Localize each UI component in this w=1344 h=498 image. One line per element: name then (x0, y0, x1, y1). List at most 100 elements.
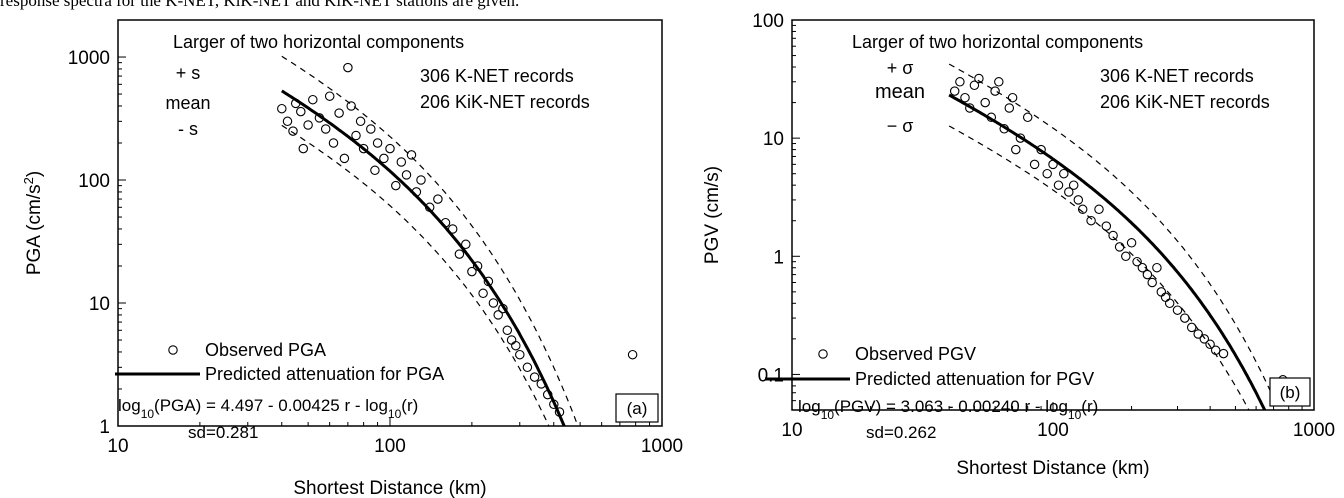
equation-text: log10(PGA) = 4.497 - 0.00425 r - log10(r… (118, 396, 418, 421)
component-note: Larger of two horizontal components (173, 32, 464, 52)
observed-point (506, 335, 517, 345)
observed-point (986, 112, 997, 123)
mean-curve-label: mean (875, 81, 925, 103)
observed-point (542, 389, 553, 400)
observed-point (1147, 277, 1157, 288)
panel-label: (a) (627, 399, 648, 418)
records-count: 306 K-NET records (1100, 66, 1254, 86)
x-tick-label: 1000 (641, 436, 683, 457)
observed-point (416, 175, 426, 185)
x-tick-label: 10 (107, 436, 128, 457)
observed-point (282, 116, 293, 127)
observed-point (1015, 133, 1026, 143)
observed-point (478, 288, 488, 299)
observed-point (1114, 242, 1125, 252)
observed-point (433, 194, 443, 204)
observed-point (483, 276, 494, 287)
observed-point (472, 261, 483, 271)
observed-point (467, 266, 477, 277)
x-tick-label: 100 (1037, 420, 1069, 441)
observed-point (990, 86, 1000, 96)
observed-point (1121, 251, 1131, 262)
panel-label-box (1269, 377, 1311, 407)
header-text: response spectra for the K-NET, KiK-NET … (0, 0, 520, 10)
legend-observed-label: Observed PGV (855, 344, 976, 364)
observed-point (949, 86, 960, 96)
observed-point (440, 217, 451, 228)
mean-curve (948, 93, 1267, 410)
observed-point (1022, 112, 1033, 123)
y-tick-label: 1000 (68, 48, 110, 69)
x-tick-label: 100 (374, 436, 406, 457)
equation-text: log10(PGV) = 3.063 - 0.00240 r - log10(r… (798, 397, 1098, 422)
observed-point (502, 325, 513, 336)
chart-panel-b: 10 100 1000 0.1 1 10 100 Shortest Distance (km)… (702, 11, 1335, 479)
plus-sigma-curve (948, 63, 1278, 406)
sd-text: sd=0.281 (188, 423, 258, 442)
observed-point (1152, 262, 1162, 273)
y-axis-title: PGV (cm/s) (702, 166, 723, 264)
observed-point (1073, 195, 1084, 205)
plus-sigma-curve (281, 55, 579, 426)
observed-point (1164, 298, 1175, 309)
observed-point (328, 138, 339, 148)
observed-point (454, 249, 465, 259)
observed-point (999, 124, 1009, 134)
legend-predicted-label: Predicted attenuation for PGA (205, 364, 444, 384)
y-tick-label: 1 (773, 247, 784, 268)
minus-curve-label: − σ (887, 116, 914, 136)
observed-point (493, 310, 503, 320)
observed-point (1029, 159, 1040, 170)
legend-observed-marker (818, 349, 828, 359)
observed-point (290, 98, 301, 109)
plus-curve-label: + σ (887, 58, 914, 78)
observed-point (358, 143, 369, 154)
observed-point (1137, 262, 1148, 273)
observed-point (339, 153, 350, 164)
y-tick-label: 10 (89, 294, 110, 315)
y-tick-label: 10 (763, 129, 784, 150)
observed-point (1077, 204, 1088, 215)
observed-point (1064, 187, 1074, 197)
observed-point (1172, 305, 1183, 315)
observed-point (296, 106, 306, 117)
panel-label-box (615, 393, 659, 423)
records-count: 206 KiK-NET records (420, 92, 590, 112)
observed-point (969, 80, 980, 91)
plot-area (277, 55, 638, 426)
observed-point (1126, 238, 1137, 248)
observed-point (406, 150, 417, 160)
legend-observed-marker (168, 345, 178, 355)
observed-point (391, 180, 401, 191)
observed-point (536, 379, 547, 389)
y-tick-label: 0.1 (758, 365, 784, 386)
observed-point (447, 224, 458, 234)
x-tick-label: 10 (781, 420, 802, 441)
observed-point (980, 97, 990, 108)
observed-point (554, 407, 565, 417)
observed-point (1180, 313, 1190, 323)
observed-point (1053, 180, 1064, 190)
y-tick-label: 100 (752, 11, 784, 32)
observed-point (351, 130, 361, 141)
observed-point (1218, 348, 1229, 359)
observed-point (1094, 204, 1104, 215)
observed-point (308, 94, 318, 105)
observed-point (401, 170, 412, 180)
mean-curve-label: mean (165, 93, 210, 113)
observed-point (1210, 345, 1221, 356)
observed-point (298, 143, 309, 154)
observed-point (288, 126, 298, 136)
x-tick-label: 1000 (1293, 420, 1335, 441)
observed-point (1205, 339, 1215, 350)
observed-point (277, 103, 287, 114)
observed-point (965, 103, 975, 113)
minus-sigma-curve (281, 124, 550, 426)
legend-predicted-label: Predicted attenuation for PGV (855, 369, 1094, 389)
y-axis-title: PGA (cm/s2) (21, 171, 46, 275)
observed-point (372, 138, 383, 148)
observed-point (994, 77, 1004, 87)
x-axis-title: Shortest Distance (km) (293, 478, 486, 498)
